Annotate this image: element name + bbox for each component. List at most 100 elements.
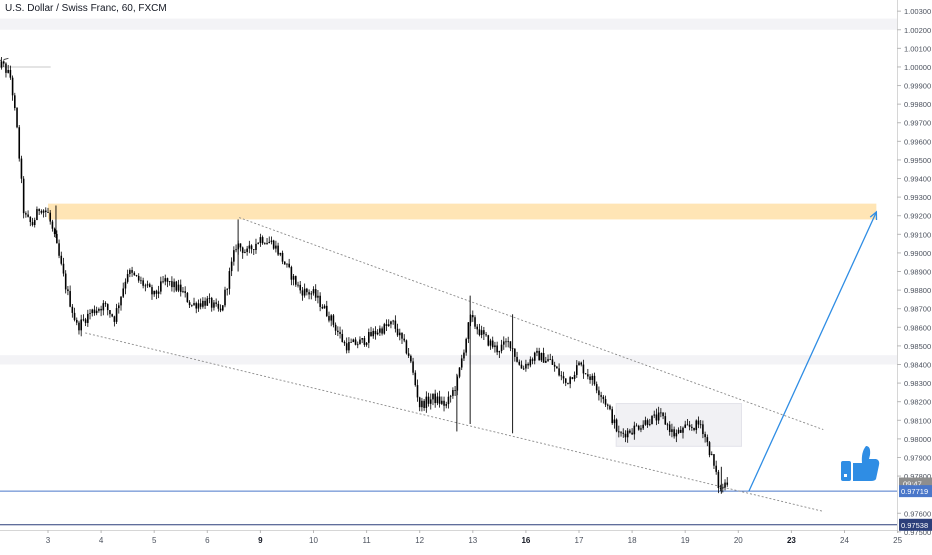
candle-body <box>187 293 189 302</box>
candle-body <box>372 331 374 336</box>
x-tick-label: 3 <box>46 536 51 545</box>
candle-body <box>156 291 158 294</box>
candle-body <box>450 396 452 397</box>
candle-body <box>580 363 582 365</box>
x-tick-label: 19 <box>681 536 690 545</box>
candle-body <box>541 353 543 360</box>
candle-body <box>726 483 728 485</box>
candle-body <box>543 353 545 363</box>
candle-body <box>622 433 624 434</box>
candle-body <box>384 324 386 333</box>
candle-body <box>496 345 498 352</box>
candle-body <box>461 358 463 367</box>
candle-body <box>532 359 534 360</box>
candle-body <box>414 373 416 385</box>
candle-body <box>244 252 246 253</box>
candle-body <box>138 276 140 281</box>
candle-body <box>647 420 649 425</box>
candle-body <box>7 70 9 73</box>
candle-body <box>251 246 253 250</box>
candle-body <box>302 290 304 295</box>
thumbs-up-icon-cuff <box>841 461 851 481</box>
candle-body <box>304 289 306 296</box>
candle-body <box>282 253 284 262</box>
candle-body <box>439 397 441 404</box>
candle-body <box>406 340 408 353</box>
candle-body <box>616 420 618 432</box>
candle-body <box>209 298 211 299</box>
candle <box>273 240 275 250</box>
candle-body <box>585 373 587 374</box>
candle-body <box>226 289 228 290</box>
candle-body <box>193 303 195 305</box>
candle-body <box>353 340 355 343</box>
candle-body <box>224 290 226 306</box>
candle-body <box>651 416 653 425</box>
price-line-label: 0.97719 <box>901 487 928 496</box>
candle-body <box>348 342 350 350</box>
candle-body <box>421 401 423 407</box>
candle-body <box>280 253 282 255</box>
candle-body <box>25 213 27 214</box>
candle <box>414 370 416 386</box>
y-tick-label: 0.98000 <box>904 435 931 444</box>
candle-body <box>260 237 262 243</box>
candle-body <box>459 368 461 377</box>
candle-body <box>299 285 301 291</box>
candle-body <box>346 343 348 350</box>
candle-body <box>680 430 682 433</box>
y-tick-label: 1.00300 <box>904 7 931 16</box>
candle <box>224 287 226 307</box>
candle-body <box>474 317 476 326</box>
candle-body <box>16 108 18 127</box>
candle-body <box>618 431 620 432</box>
candle-body <box>359 340 361 345</box>
x-tick-label: 13 <box>468 536 477 545</box>
candle-body <box>264 243 266 244</box>
candle-body <box>189 302 191 305</box>
y-tick-label: 0.99400 <box>904 175 931 184</box>
candle-body <box>355 340 357 345</box>
candle-body <box>695 421 697 430</box>
candle-body <box>313 289 315 293</box>
candle-body <box>653 415 655 416</box>
candle-body <box>625 434 627 437</box>
candle <box>16 107 18 128</box>
y-tick-label: 0.98600 <box>904 323 931 332</box>
candle-body <box>530 359 532 365</box>
candle-body <box>337 331 339 332</box>
candle-body <box>204 301 206 306</box>
x-tick-label: 12 <box>415 536 424 545</box>
candle-body <box>673 429 675 436</box>
candle-body <box>479 329 481 335</box>
candle-body <box>149 284 151 287</box>
candle-body <box>669 425 671 432</box>
candle <box>616 418 618 432</box>
candle-body <box>636 426 638 427</box>
candle-body <box>10 70 12 78</box>
candle-body <box>368 332 370 343</box>
candle-body <box>485 334 487 335</box>
candle-body <box>122 288 124 296</box>
candle-body <box>552 359 554 364</box>
candle-body <box>14 95 16 108</box>
candle-body <box>52 222 54 229</box>
candle-body <box>649 424 651 425</box>
candle-body <box>120 297 122 306</box>
candle-body <box>507 341 509 342</box>
y-tick-label: 0.99800 <box>904 100 931 109</box>
candle-body <box>419 397 421 407</box>
x-tick-label: 5 <box>152 536 157 545</box>
candle-body <box>286 264 288 265</box>
y-tick-label: 1.00200 <box>904 26 931 35</box>
x-tick-label: 16 <box>521 536 530 545</box>
candle-body <box>689 425 691 427</box>
candle-body <box>468 322 470 339</box>
candle-body <box>452 390 454 396</box>
candle-body <box>660 412 662 413</box>
candle-body <box>306 289 308 292</box>
candle-body <box>60 256 62 264</box>
